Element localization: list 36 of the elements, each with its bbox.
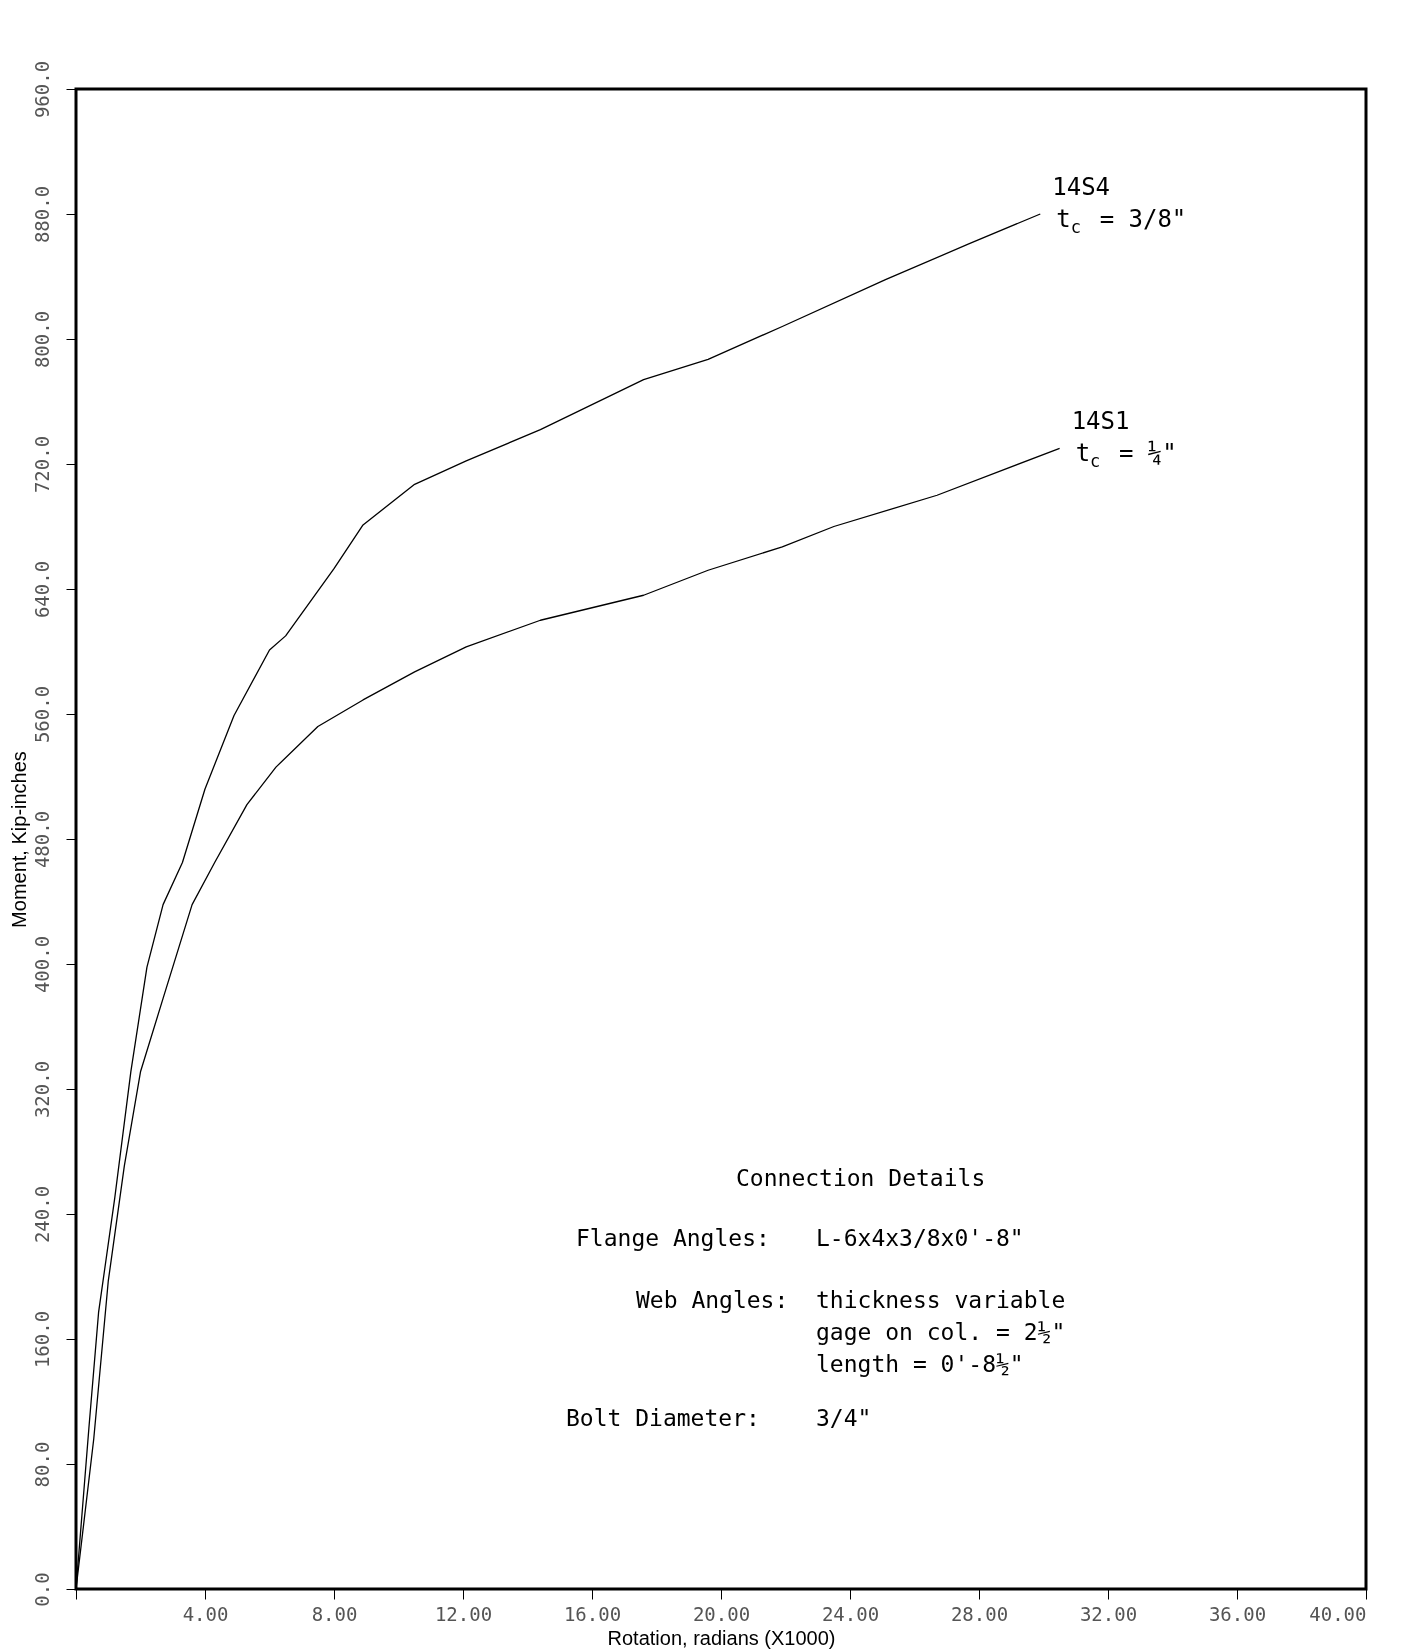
x-tick-label: 20.00 xyxy=(692,1602,751,1625)
y-tick-label: 880.0 xyxy=(30,185,53,244)
y-tick-label: 400.0 xyxy=(30,935,53,994)
y-tick-label: 720.0 xyxy=(30,435,53,494)
y-tick-label: 640.0 xyxy=(30,560,53,619)
y-tick-label: 0.0 xyxy=(30,1572,53,1607)
x-tick-label: 32.00 xyxy=(1079,1602,1138,1625)
annotation: gage on col. = 2½" xyxy=(816,1319,1066,1345)
series-label: 14S4 xyxy=(1052,173,1111,201)
y-tick-label: 480.0 xyxy=(30,810,53,869)
annotation: Bolt Diameter: xyxy=(566,1405,760,1431)
series-label: 14S1 xyxy=(1071,407,1130,436)
y-tick-label: 960.0 xyxy=(30,60,53,119)
x-axis-title: Rotation, radians (X1000) xyxy=(607,1626,836,1649)
y-tick-label: 800.0 xyxy=(30,310,53,369)
y-axis-title: Moment, Kip-inches xyxy=(7,751,30,928)
annotation: length = 0'-8½" xyxy=(816,1351,1024,1377)
y-tick-label: 80.0 xyxy=(30,1441,53,1488)
x-tick-label: 24.00 xyxy=(821,1602,880,1625)
x-tick-label: 28.00 xyxy=(950,1602,1009,1625)
x-tick-label: 12.00 xyxy=(434,1602,493,1625)
y-tick-label: 240.0 xyxy=(30,1185,53,1244)
annotation: 3/4" xyxy=(816,1405,872,1431)
x-tick-label: 36.00 xyxy=(1208,1602,1267,1625)
y-tick-label: 320.0 xyxy=(30,1060,53,1119)
x-tick-label: 8.00 xyxy=(311,1602,358,1625)
annotation: L-6x4x3/8x0'-8" xyxy=(816,1225,1024,1251)
annotation: Web Angles: xyxy=(636,1287,789,1313)
annotation: thickness variable xyxy=(816,1287,1066,1313)
x-tick-label: 4.00 xyxy=(182,1602,229,1625)
x-tick-label: 16.00 xyxy=(563,1602,622,1625)
annotation: Flange Angles: xyxy=(576,1225,770,1251)
y-tick-label: 560.0 xyxy=(30,685,53,744)
x-tick-label: 40.00 xyxy=(1309,1602,1367,1625)
y-tick-label: 160.0 xyxy=(30,1310,53,1369)
annotation: Connection Details xyxy=(736,1165,986,1191)
